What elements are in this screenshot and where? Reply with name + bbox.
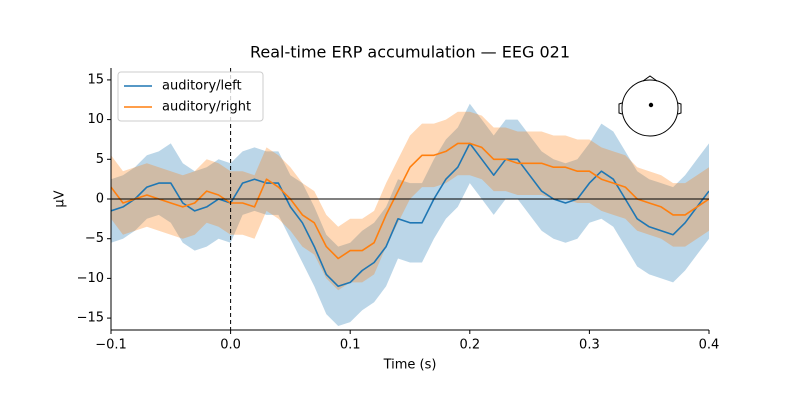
chart-title: Real-time ERP accumulation — EEG 021: [250, 43, 570, 62]
confidence-band: [111, 103, 709, 326]
legend-label: auditory/left: [162, 79, 242, 94]
y-tick-label: 0: [96, 192, 104, 207]
y-tick-label: 5: [96, 152, 104, 167]
y-tick-label: −15: [77, 311, 104, 326]
x-axis-label: Time (s): [383, 358, 437, 373]
y-tick-label: 15: [87, 72, 104, 87]
confidence-band: [111, 111, 709, 291]
axes: −0.1 0.0 0.1 0.2 0.3 0.4 −15 −10 −5 0 5 10 15: [77, 68, 720, 353]
series-line: [111, 142, 709, 288]
x-tick-label: 0.3: [579, 338, 600, 353]
y-tick-label: 10: [87, 112, 104, 127]
bands: [111, 103, 709, 326]
y-axis-label: µV: [53, 190, 68, 207]
series-line: [111, 142, 709, 260]
head-outline: [621, 79, 679, 137]
x-tick-label: 0.2: [459, 338, 480, 353]
head-nose: [642, 75, 658, 82]
sensor-head: [618, 75, 682, 137]
x-tick-label: 0.4: [699, 338, 720, 353]
y-tick-label: −10: [77, 271, 104, 286]
legend: auditory/left auditory/right: [117, 71, 264, 122]
x-tick-label: 0.1: [340, 338, 361, 353]
y-tick-label: −5: [85, 231, 104, 246]
sensor-dot: [648, 102, 654, 108]
x-tick-label: −0.1: [95, 338, 127, 353]
lines: [111, 142, 709, 288]
x-tick-label: 0.0: [220, 338, 241, 353]
legend-label: auditory/right: [162, 100, 251, 115]
legend-box: [117, 71, 264, 122]
head-ears: [618, 102, 682, 115]
